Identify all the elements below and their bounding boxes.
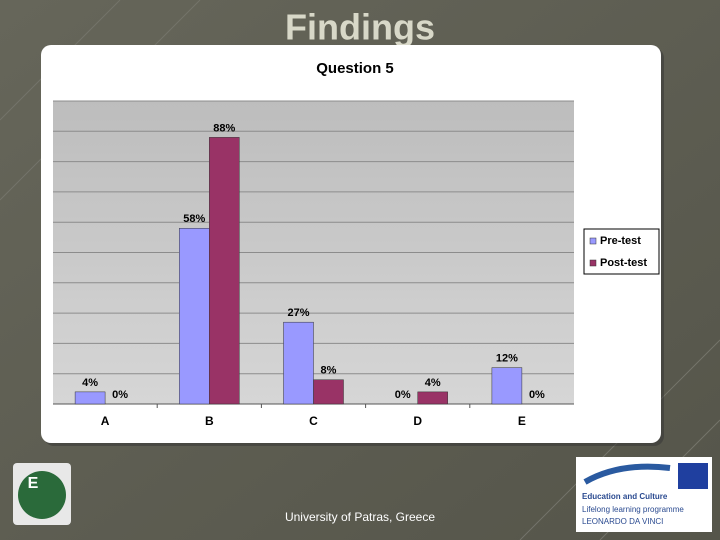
logo-text: Lifelong learning programme [582, 505, 684, 514]
legend-label: Pre-test [600, 235, 641, 247]
slide-title: Findings [285, 7, 435, 48]
x-tick-label: B [205, 414, 214, 428]
bar [313, 379, 344, 405]
bar [74, 391, 106, 405]
footer: University of Patras, Greece [285, 510, 435, 524]
value-label: 88% [213, 122, 235, 134]
value-label: 4% [425, 377, 441, 389]
bar [283, 321, 314, 405]
logo-swoosh [583, 463, 671, 485]
x-tick-label: E [518, 414, 526, 428]
bar [179, 228, 210, 405]
bar [491, 367, 523, 405]
chart-title: Question 5 [316, 60, 394, 77]
value-label: 27% [287, 307, 309, 319]
logo-globe [18, 471, 66, 519]
x-tick-label: C [309, 414, 318, 428]
value-label: 0% [395, 389, 411, 401]
logo-letter: E [28, 475, 39, 492]
value-label: 12% [496, 353, 518, 365]
legend-label: Post-test [600, 257, 647, 269]
value-label: 8% [321, 365, 337, 377]
legend-swatch [589, 259, 597, 267]
value-label: 58% [183, 213, 205, 225]
bar [417, 391, 448, 405]
value-label: 0% [529, 389, 545, 401]
x-tick-label: D [413, 414, 422, 428]
legend [583, 228, 660, 275]
eu-flag [678, 463, 708, 489]
logo-text: LEONARDO DA VINCI [582, 517, 663, 526]
value-label: 0% [112, 389, 128, 401]
x-tick-label: A [101, 414, 110, 428]
value-label: 4% [82, 377, 98, 389]
logo-text: Education and Culture [582, 492, 668, 501]
legend-swatch [589, 237, 597, 245]
bar [209, 137, 240, 405]
